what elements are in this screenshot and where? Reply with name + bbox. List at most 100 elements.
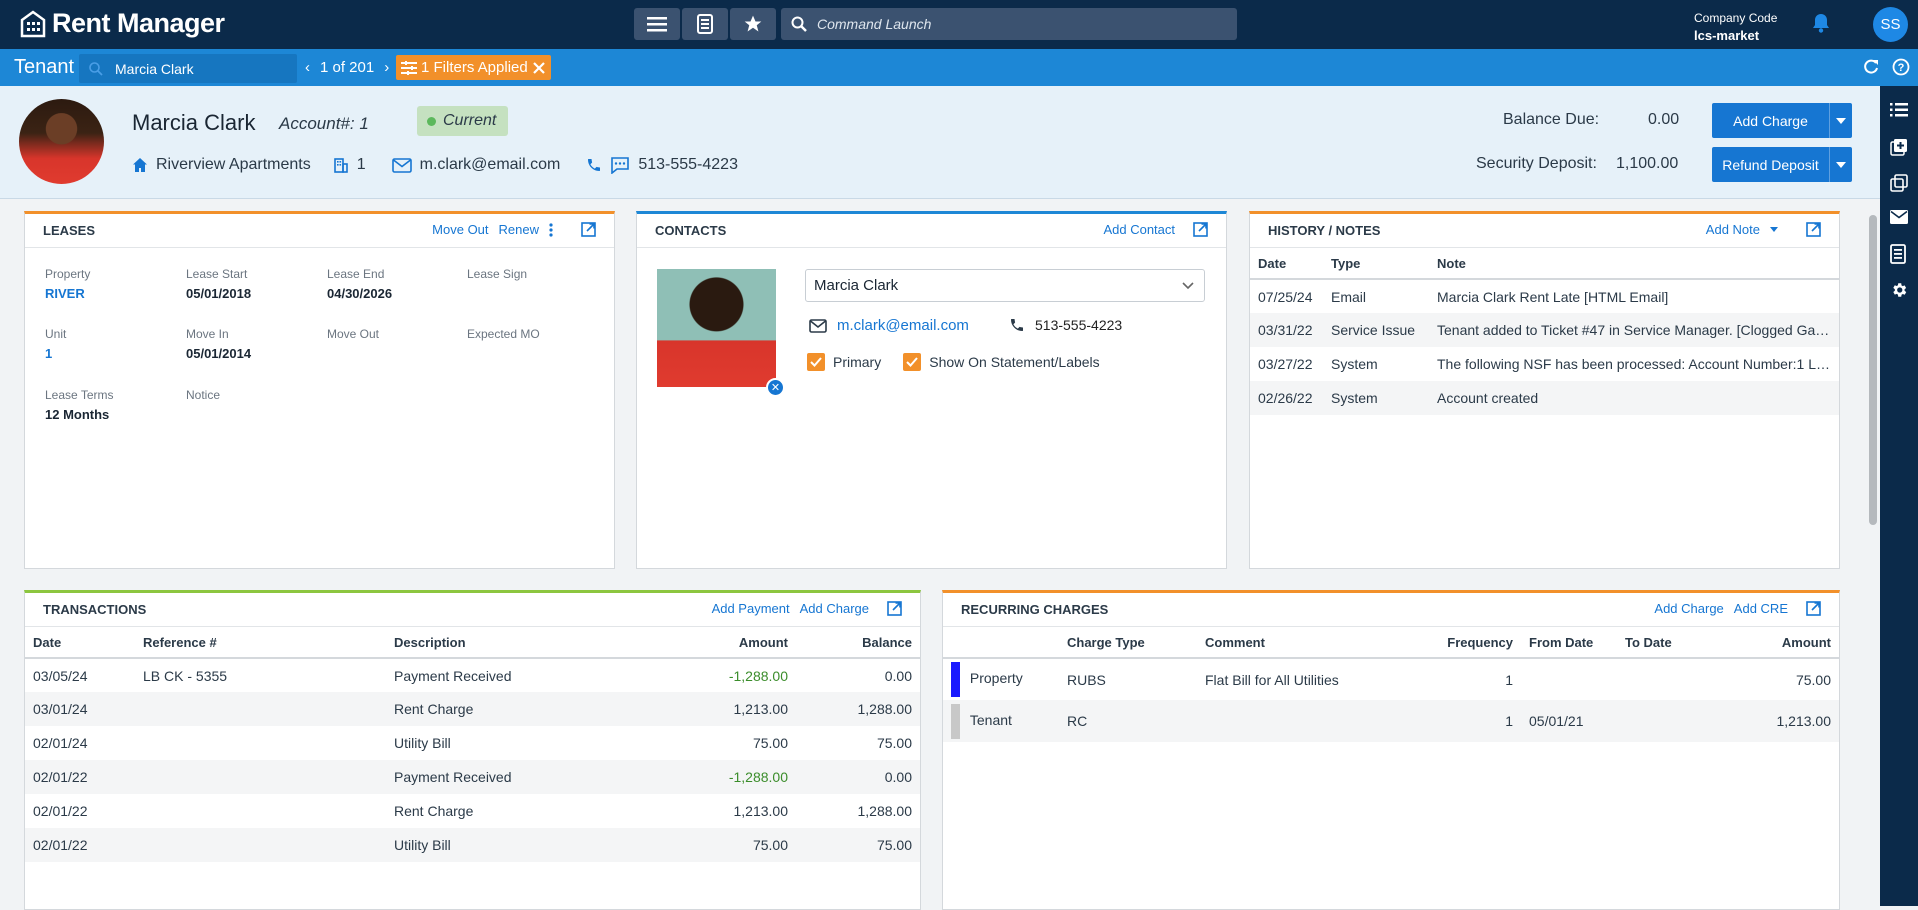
transaction-row[interactable]: 03/01/24 Rent Charge 1,213.00 1,288.00: [25, 692, 920, 726]
add-charge-link[interactable]: Add Charge: [1654, 601, 1724, 616]
add-cre-link[interactable]: Add CRE: [1733, 601, 1788, 616]
history-row[interactable]: 03/31/22 Service Issue Tenant added to Tic…: [1250, 313, 1839, 347]
rc-amount: 1,213.00: [1701, 700, 1839, 742]
unit-link[interactable]: 1: [333, 156, 366, 174]
company-code[interactable]: Company Code lcs-market: [1694, 9, 1777, 45]
user-avatar[interactable]: SS: [1873, 7, 1908, 42]
add-payment-link[interactable]: Add Payment: [711, 601, 790, 616]
add-copy-icon[interactable]: [1890, 138, 1908, 156]
lease-unit-field: Unit 1: [45, 327, 66, 361]
lease-property-field: Property RIVER: [45, 267, 90, 301]
history-row[interactable]: 02/26/22 System Account created: [1250, 381, 1839, 415]
history-col-type[interactable]: Type: [1323, 248, 1429, 280]
contacts-actions: Add Contact: [1103, 222, 1208, 237]
history-date: 02/26/22: [1250, 381, 1323, 415]
favorites-button[interactable]: [730, 8, 776, 40]
scrollbar-thumb[interactable]: [1869, 215, 1877, 525]
add-charge-link[interactable]: Add Charge: [799, 601, 869, 616]
recurring-row[interactable]: Property RUBS Flat Bill for All Utilitie…: [943, 658, 1839, 700]
contact-photo[interactable]: [657, 269, 776, 387]
company-code-label: Company Code: [1694, 11, 1778, 25]
refresh-icon[interactable]: [1862, 58, 1880, 76]
trans-col-amount[interactable]: Amount: [576, 627, 796, 659]
email-link[interactable]: m.clark@email.com: [391, 156, 560, 174]
balance-due-value: 0.00: [1648, 111, 1680, 128]
transaction-row[interactable]: 03/05/24 LB CK - 5355 Payment Received -1,2…: [25, 658, 920, 692]
primary-checkbox[interactable]: Primary: [807, 353, 881, 371]
transaction-row[interactable]: 02/01/24 Utility Bill 75.00 75.00: [25, 726, 920, 760]
transaction-row[interactable]: 02/01/22 Payment Received -1,288.00 0.00: [25, 760, 920, 794]
open-external-icon[interactable]: [1193, 222, 1208, 237]
refund-deposit-button[interactable]: Refund Deposit: [1712, 147, 1830, 182]
notifications-button[interactable]: [1812, 13, 1830, 36]
phone-link[interactable]: 513-555-4223: [586, 156, 738, 174]
history-table: Date Type Note 07/25/24 Email Marcia Clark…: [1250, 248, 1839, 415]
help-icon[interactable]: ?: [1892, 58, 1910, 76]
rc-col-to-date[interactable]: To Date: [1617, 627, 1701, 659]
logo[interactable]: Rent Manager: [20, 8, 225, 39]
recurring-row[interactable]: Tenant RC 1 05/01/21 1,213.00: [943, 700, 1839, 742]
trans-col-date[interactable]: Date: [25, 627, 135, 659]
refund-deposit-dropdown[interactable]: [1830, 161, 1852, 168]
history-row[interactable]: 03/27/22 System The following NSF has been…: [1250, 347, 1839, 381]
more-vertical-icon[interactable]: [549, 222, 553, 237]
property-link[interactable]: Riverview Apartments: [132, 156, 311, 174]
copy-icon[interactable]: [1890, 174, 1908, 192]
show-on-statement-checkbox[interactable]: Show On Statement/Labels: [903, 353, 1100, 371]
open-external-icon[interactable]: [581, 222, 596, 237]
add-charge-button[interactable]: Add Charge: [1712, 103, 1830, 138]
history-col-date[interactable]: Date: [1250, 248, 1323, 280]
trans-col-balance[interactable]: Balance: [796, 627, 920, 659]
history-row[interactable]: 07/25/24 Email Marcia Clark Rent Late [HTM…: [1250, 279, 1839, 313]
add-note-link[interactable]: Add Note: [1705, 222, 1760, 237]
tenant-color-bar: [951, 703, 960, 739]
unit-value-link[interactable]: 1: [45, 346, 53, 361]
add-charge-dropdown[interactable]: [1830, 117, 1852, 124]
move-out-link[interactable]: Move Out: [432, 222, 489, 237]
history-col-note[interactable]: Note: [1429, 248, 1839, 280]
rc-col-amount[interactable]: Amount: [1701, 627, 1839, 659]
open-external-icon[interactable]: [887, 601, 902, 616]
recurring-table: Charge Type Comment Frequency From Date …: [943, 627, 1839, 742]
tenant-phone: 513-555-4223: [638, 156, 738, 173]
command-launch-input[interactable]: Command Launch: [781, 8, 1237, 40]
tenant-search-input[interactable]: Marcia Clark: [79, 54, 297, 83]
tenant-photo[interactable]: [19, 99, 104, 184]
mail-icon[interactable]: [1890, 210, 1908, 224]
renew-link[interactable]: Renew: [498, 222, 539, 237]
rc-col-from-date[interactable]: From Date: [1521, 627, 1617, 659]
transaction-row[interactable]: 02/01/22 Rent Charge 1,213.00 1,288.00: [25, 794, 920, 828]
filters-applied-button[interactable]: 1 Filters Applied: [396, 55, 551, 80]
open-external-icon[interactable]: [1806, 601, 1821, 616]
contact-select[interactable]: Marcia Clark: [805, 269, 1205, 302]
remove-photo-button[interactable]: ✕: [766, 378, 785, 397]
trans-col-reference[interactable]: Reference #: [135, 627, 386, 659]
checkmark-icon: [903, 353, 922, 371]
rc-col-frequency[interactable]: Frequency: [1419, 627, 1521, 659]
caret-down-icon[interactable]: [1770, 227, 1778, 232]
open-external-icon[interactable]: [1806, 222, 1821, 237]
lease-sign-label: Lease Sign: [467, 267, 528, 281]
text-message-icon[interactable]: [610, 156, 630, 174]
rc-col-charge-type[interactable]: Charge Type: [1059, 627, 1197, 659]
gear-icon[interactable]: [1890, 281, 1908, 299]
documents-button[interactable]: [682, 8, 728, 40]
history-note: Account created: [1429, 381, 1839, 415]
bell-icon: [1813, 14, 1829, 33]
previous-record-icon[interactable]: ‹: [305, 59, 310, 76]
rc-col-comment[interactable]: Comment: [1197, 627, 1419, 659]
property-value-link[interactable]: RIVER: [45, 286, 85, 301]
list-icon[interactable]: [1890, 102, 1908, 118]
trans-col-description[interactable]: Description: [386, 627, 576, 659]
contact-flags: Primary Show On Statement/Labels: [807, 353, 1100, 371]
main-scrollbar[interactable]: [1866, 203, 1880, 906]
transactions-panel: TRANSACTIONS Add Payment Add Charge Date…: [24, 590, 921, 910]
transaction-row[interactable]: 02/01/22 Utility Bill 75.00 75.00: [25, 828, 920, 862]
add-contact-link[interactable]: Add Contact: [1103, 222, 1175, 237]
next-record-icon[interactable]: ›: [384, 59, 390, 76]
clear-filter-icon[interactable]: [532, 61, 546, 75]
report-icon[interactable]: [1890, 244, 1906, 264]
contact-email-link[interactable]: m.clark@email.com: [837, 317, 969, 334]
menu-button[interactable]: [634, 8, 680, 40]
trans-balance: 0.00: [796, 760, 920, 794]
